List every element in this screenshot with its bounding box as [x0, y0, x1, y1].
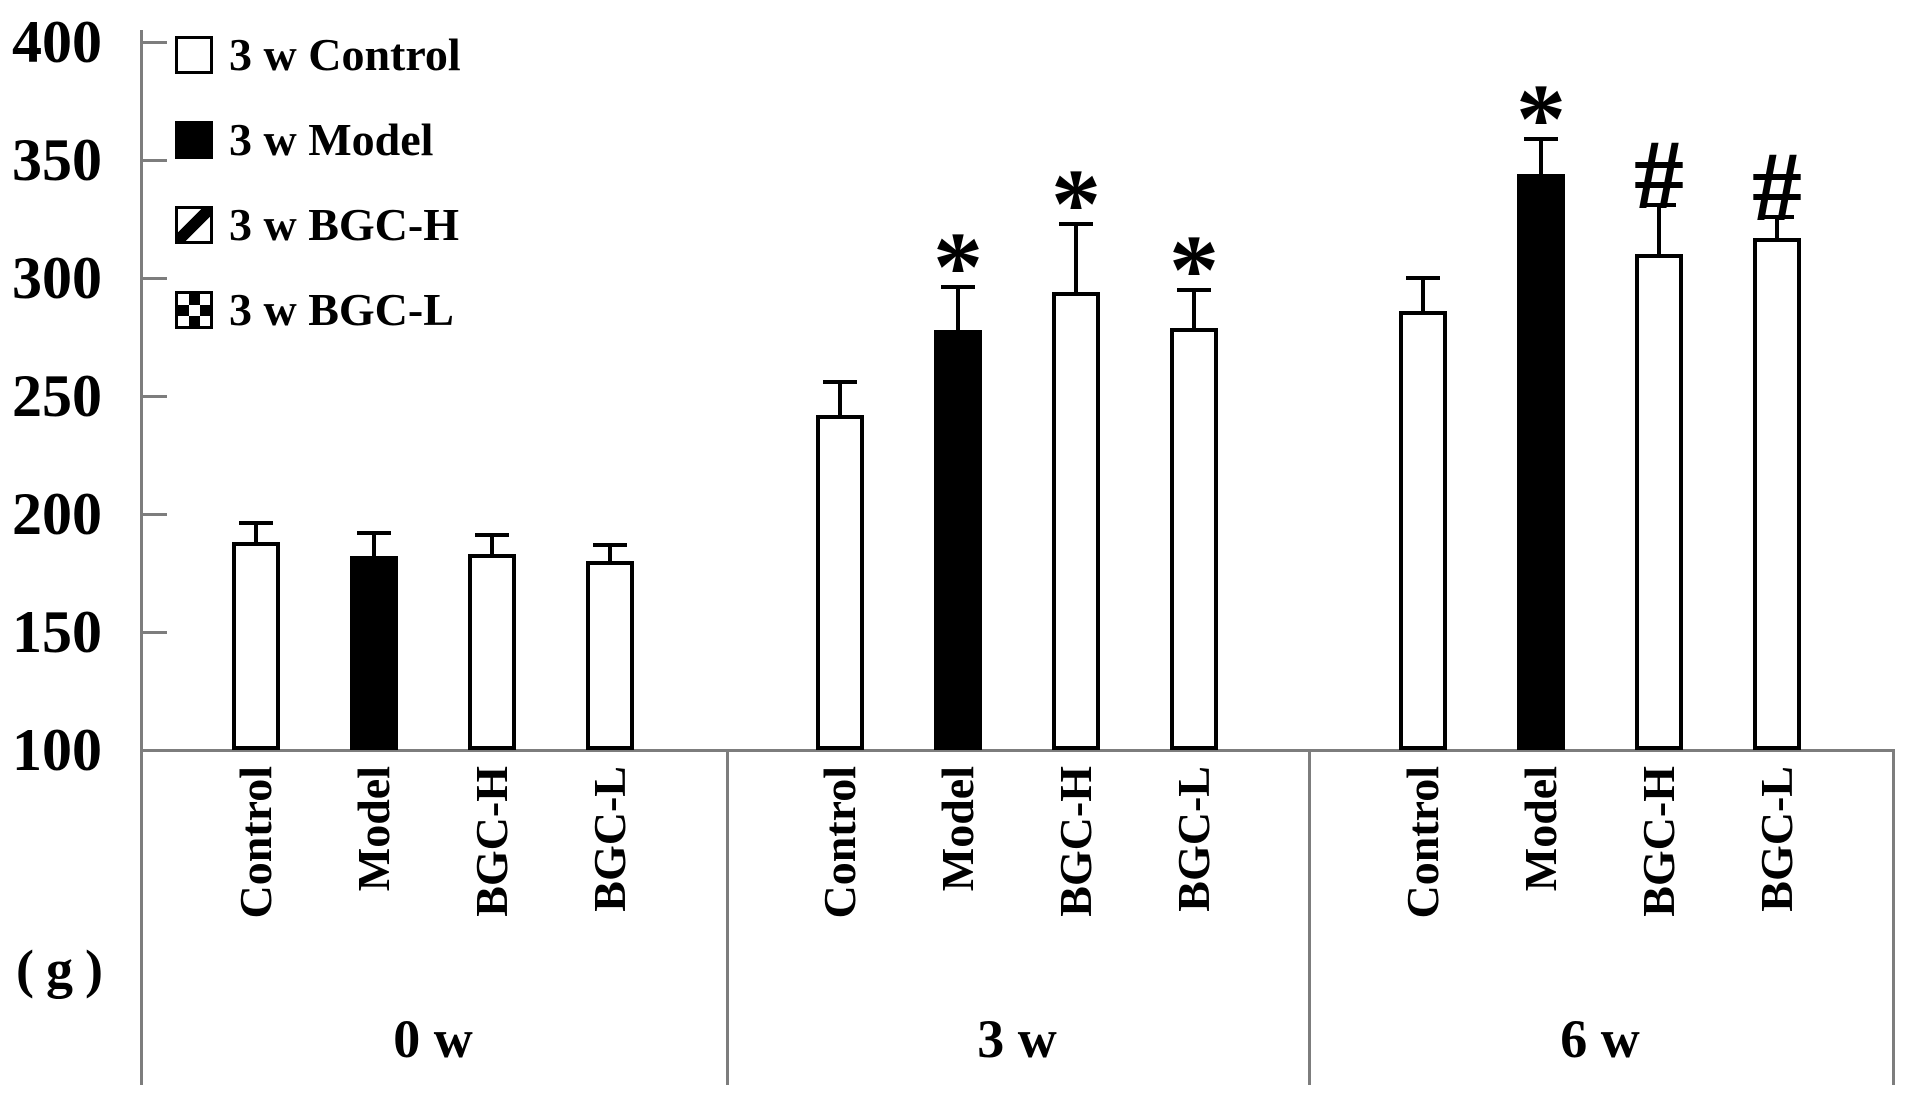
significance-marker: *	[933, 211, 983, 323]
bar-control	[816, 414, 864, 750]
bar-bgc-l	[1170, 327, 1218, 750]
error-bar-cap	[239, 521, 273, 526]
y-axis-line	[140, 30, 143, 1085]
legend-item-control: 3 w Control	[175, 12, 461, 97]
y-axis-tick	[143, 40, 167, 44]
error-bar-line	[1657, 204, 1661, 255]
legend-label-control: 3 w Control	[229, 29, 461, 80]
bar-x-label: Model	[932, 766, 983, 892]
legend-swatch-solid-icon	[175, 120, 213, 159]
x-axis-baseline	[140, 749, 1895, 752]
error-bar-line	[1775, 216, 1779, 238]
error-bar-line	[838, 381, 842, 415]
bar-x-label: Control	[230, 766, 281, 919]
error-bar-cap	[1642, 202, 1676, 207]
bar-x-label: Model	[348, 766, 399, 892]
bar-model	[934, 329, 982, 750]
error-bar-cap	[941, 285, 975, 290]
error-bar-cap	[475, 533, 509, 538]
bar-x-label: BGC-H	[466, 766, 517, 917]
y-axis-unit-label: (g)	[16, 939, 115, 999]
error-bar-cap	[357, 530, 391, 535]
x-group-label: 3 w	[977, 1009, 1057, 1069]
significance-marker: *	[1516, 62, 1566, 174]
significance-marker: *	[1169, 213, 1219, 325]
legend-swatch-diagonal-icon	[175, 205, 213, 244]
x-group-label: 6 w	[1560, 1009, 1640, 1069]
y-tick-label: 200	[12, 481, 102, 547]
error-bar-line	[956, 287, 960, 330]
bar-bgc-h	[1635, 254, 1683, 750]
y-tick-label: 100	[12, 717, 102, 783]
legend-label-bgc-h: 3 w BGC-H	[229, 199, 459, 250]
bar-x-label: BGC-L	[584, 766, 635, 912]
significance-marker: #	[1634, 118, 1684, 230]
legend-swatch-checker-icon	[175, 290, 213, 329]
legend-label-model: 3 w Model	[229, 114, 434, 165]
legend-label-bgc-l: 3 w BGC-L	[229, 284, 454, 335]
error-bar-line	[1539, 138, 1543, 175]
bar-x-label: Control	[1397, 766, 1448, 919]
y-axis-tick	[143, 512, 167, 516]
y-axis-tick	[143, 158, 167, 162]
error-bar-line	[1074, 223, 1078, 293]
bar-x-label: BGC-H	[1633, 766, 1684, 917]
error-bar-line	[1421, 278, 1425, 312]
y-tick-label: 400	[12, 9, 102, 75]
error-bar-line	[372, 532, 376, 557]
bar-x-label: BGC-H	[1050, 766, 1101, 917]
legend-item-bgc-h: 3 w BGC-H	[175, 182, 461, 267]
bar-bgc-l	[586, 561, 634, 750]
error-bar-cap	[823, 379, 857, 384]
bar-model	[1517, 174, 1565, 750]
error-bar-cap	[1406, 276, 1440, 280]
significance-marker: #	[1752, 130, 1802, 242]
legend-item-model: 3 w Model	[175, 97, 461, 182]
error-bar-line	[608, 544, 612, 562]
error-bar-line	[254, 523, 258, 543]
legend-swatch-plain-icon	[175, 35, 213, 74]
y-axis-tick	[143, 394, 167, 398]
bar-x-label: BGC-L	[1751, 766, 1802, 912]
bar-x-label: BGC-L	[1168, 766, 1219, 912]
bar-control	[232, 542, 280, 750]
bar-bgc-h	[1052, 292, 1100, 750]
bar-x-label: Model	[1515, 766, 1566, 892]
bar-bgc-h	[468, 554, 516, 750]
y-axis-tick	[143, 630, 167, 634]
y-tick-label: 250	[12, 363, 102, 429]
bar-model	[350, 556, 398, 750]
error-bar-cap	[593, 542, 627, 547]
error-bar-cap	[1177, 287, 1211, 292]
bar-control	[1399, 311, 1447, 750]
y-tick-label: 300	[12, 245, 102, 311]
legend-item-bgc-l: 3 w BGC-L	[175, 267, 461, 352]
legend: 3 w Control 3 w Model 3 w BGC-H 3 w BGC-…	[175, 12, 461, 352]
significance-marker: *	[1051, 147, 1101, 259]
section-divider-line	[726, 750, 729, 1085]
section-divider-line	[1892, 750, 1895, 1085]
bar-bgc-l	[1753, 237, 1801, 750]
section-divider-line	[1308, 750, 1311, 1085]
error-bar-line	[490, 535, 494, 555]
error-bar-cap	[1760, 214, 1794, 219]
bar-x-label: Control	[814, 766, 865, 919]
x-group-label: 0 w	[393, 1009, 473, 1069]
error-bar-cap	[1059, 221, 1093, 226]
y-tick-label: 350	[12, 127, 102, 193]
error-bar-line	[1192, 289, 1196, 328]
error-bar-cap	[1524, 136, 1558, 141]
y-axis-tick	[143, 276, 167, 280]
y-tick-label: 150	[12, 599, 102, 665]
